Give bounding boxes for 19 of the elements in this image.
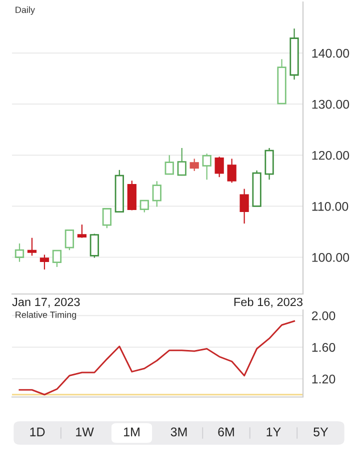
category-label: 1Y — [266, 428, 281, 436]
category-label: 5Y — [314, 428, 328, 436]
chart-title: Daily — [16, 6, 35, 15]
category-label: 1M — [124, 428, 140, 436]
text: Jan 17, 2023 — [12, 298, 80, 308]
category-label: 6M — [218, 428, 234, 436]
y-tick-label: 2.00 — [312, 311, 336, 320]
y-tick-label: 120.00 — [312, 150, 350, 160]
category-label: 1D — [30, 428, 45, 436]
y-tick-label: 1.60 — [312, 342, 336, 352]
category-label: 1W — [76, 428, 94, 436]
y-tick-label: 110.00 — [312, 202, 348, 211]
y-tick-label: 1.20 — [312, 374, 336, 384]
y-tick-label: 100.00 — [312, 253, 350, 262]
text: Feb 16, 2023 — [234, 298, 302, 308]
y-tick-label: 130.00 — [312, 100, 350, 109]
category-label: 3M — [170, 428, 187, 436]
chart-title: Relative Timing — [16, 311, 76, 320]
y-tick-label: 140.00 — [312, 48, 350, 58]
